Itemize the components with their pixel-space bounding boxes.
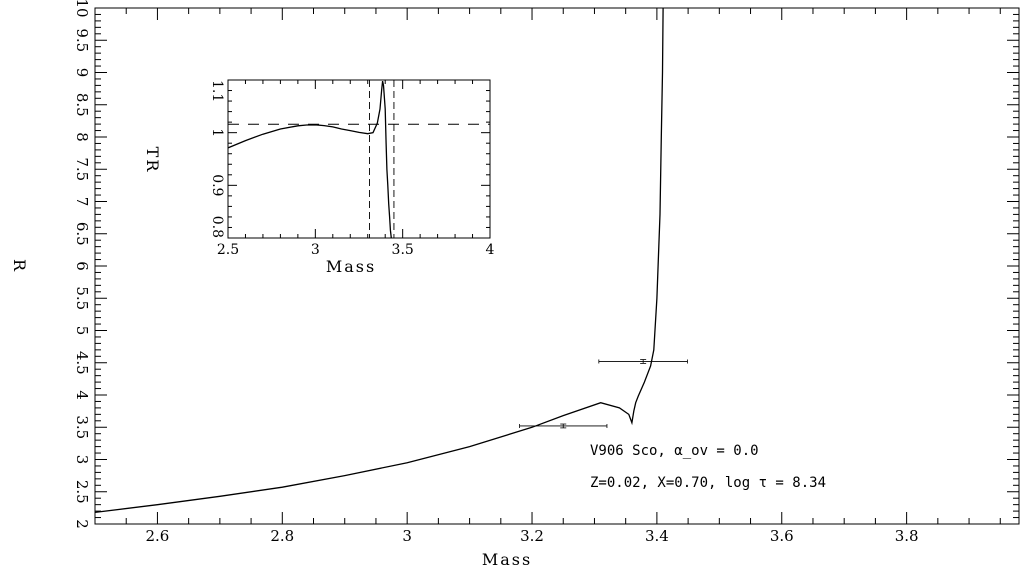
inset-reference-vlines: [369, 80, 395, 238]
x-tick-label: 3.4: [645, 527, 669, 545]
main-y-tick-labels: 2 2.5 3 3.5 4 4.5 5 5.5 6 6.5 7 7.5 8 8.5 9 9.5 10: [73, 0, 91, 529]
y-tick-label: 4.5: [73, 351, 91, 375]
annotation-composition: Z=0.02, X=0.70, log τ = 8.34: [590, 475, 826, 491]
error-bar: [519, 423, 608, 429]
inset-x-tick-label: 3.5: [392, 242, 414, 258]
y-tick-label: 3: [73, 455, 91, 465]
x-tick-label: 3.6: [770, 527, 794, 545]
inset-plot: 2.5 3 3.5 4 0.8 0.9 1 1.1 Mass TR: [143, 79, 495, 276]
main-y-axis-title: R: [10, 259, 29, 273]
inset-x-tick-labels: 2.5 3 3.5 4: [217, 242, 495, 258]
y-tick-label: 9: [73, 68, 91, 78]
main-error-bars: [519, 359, 688, 429]
y-tick-label: 6: [73, 261, 91, 271]
y-tick-label: 9.5: [73, 28, 91, 52]
annotation-star-params: V906 Sco, α_ov = 0.0: [590, 443, 759, 459]
x-tick-label: 2.6: [146, 527, 170, 545]
y-tick-label: 3.5: [73, 415, 91, 439]
inset-y-tick-label: 1: [209, 128, 225, 137]
inset-y-tick-label: 0.8: [209, 216, 225, 238]
inset-y-tick-label: 0.9: [209, 174, 225, 196]
y-tick-label: 4: [73, 390, 91, 400]
y-tick-label: 8: [73, 132, 91, 142]
y-tick-label: 5.5: [73, 286, 91, 310]
main-axis-ticks: [94, 7, 1019, 525]
inset-y-tick-labels: 0.8 0.9 1 1.1: [209, 80, 225, 238]
error-bar: [598, 359, 688, 364]
inset-y-tick-label: 1.1: [209, 80, 225, 102]
main-series-line: [94, 7, 664, 514]
y-tick-label: 2: [73, 519, 91, 529]
y-tick-label: 7: [73, 197, 91, 207]
y-tick-label: 6.5: [73, 222, 91, 246]
x-tick-label: 3: [402, 527, 412, 545]
x-tick-label: 3.2: [520, 527, 544, 545]
main-x-tick-labels: 2.6 2.8 3 3.2 3.4 3.6 3.8: [146, 527, 919, 545]
x-tick-label: 2.8: [270, 527, 294, 545]
main-plot: 2.6 2.8 3 3.2 3.4 3.6 3.8 2 2.5 3 3.5 4 4.5 5 5.5 6 6.5…: [10, 0, 1020, 567]
inset-y-axis-title: TR: [143, 147, 162, 174]
x-tick-label: 3.8: [895, 527, 919, 545]
y-tick-label: 5: [73, 326, 91, 336]
inset-x-tick-label: 3: [311, 242, 320, 258]
y-tick-label: 8.5: [73, 93, 91, 117]
inset-plot-frame: [227, 79, 491, 239]
y-tick-label: 7.5: [73, 157, 91, 181]
inset-x-tick-label: 4: [486, 242, 495, 258]
inset-series-line: [227, 80, 392, 239]
y-tick-label: 2.5: [73, 480, 91, 504]
inset-x-axis-title: Mass: [326, 257, 376, 276]
y-tick-label: 10: [73, 0, 91, 18]
inset-axis-ticks: [227, 79, 491, 239]
main-x-axis-title: Mass: [482, 550, 532, 567]
inset-x-tick-label: 2.5: [217, 242, 239, 258]
